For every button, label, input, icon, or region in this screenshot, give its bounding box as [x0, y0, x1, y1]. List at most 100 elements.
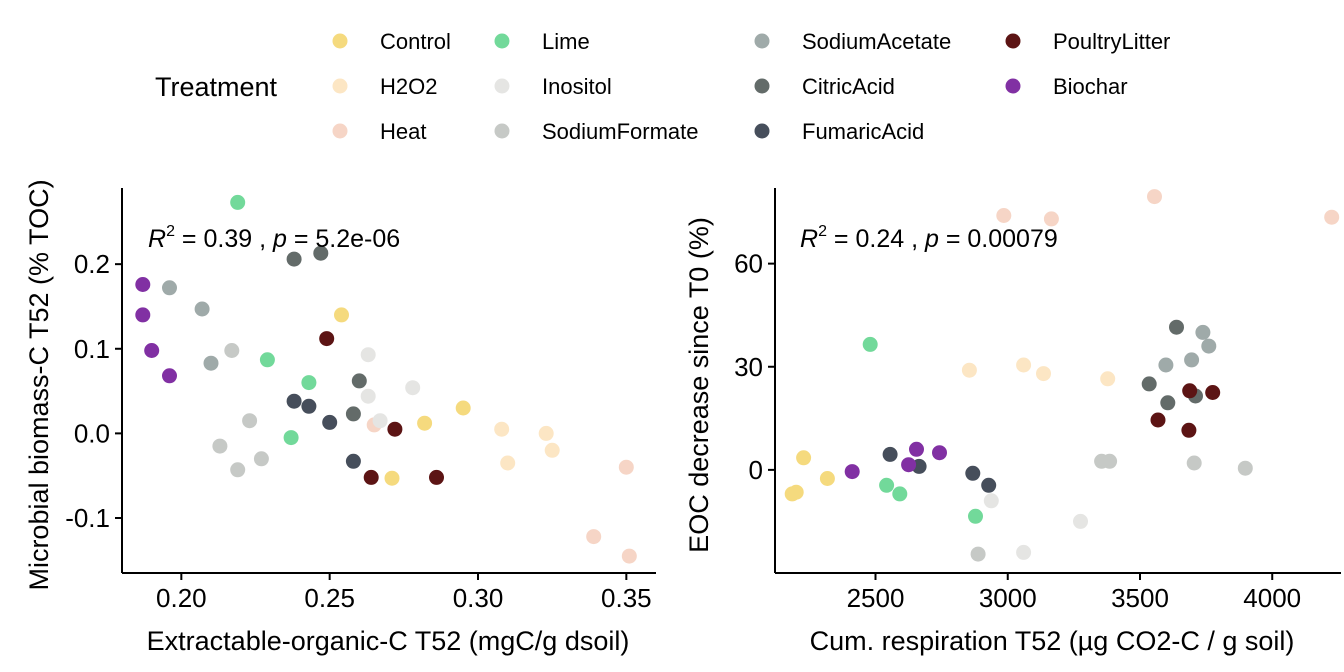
point-citricacid-1 — [1141, 376, 1157, 392]
point-inositol-4 — [405, 380, 421, 396]
r2-prefix: = — [827, 225, 856, 253]
legend-key-poultrylitter — [1005, 33, 1021, 49]
legend-item-inositol: Inositol — [494, 74, 612, 99]
legend-item-fumaricacid: FumaricAcid — [754, 119, 924, 144]
legend-entries: Control H2O2 Heat Lime Inositol SodiumFormate… — [332, 29, 1170, 144]
point-poultrylitter-2 — [363, 469, 379, 485]
point-lime-2 — [879, 477, 895, 493]
point-heat-4 — [621, 548, 637, 564]
separator: , — [904, 225, 925, 253]
point-control-4 — [819, 471, 835, 486]
point-citricacid-2 — [313, 245, 329, 261]
point-lime-1 — [862, 336, 878, 352]
x-tick-label: 0.25 — [304, 583, 355, 613]
x-tick-label: 2500 — [847, 583, 905, 613]
point-sodiumacetate-3 — [1195, 324, 1211, 340]
legend-item-poultrylitter: PoultryLitter — [1005, 29, 1170, 54]
legend: Treatment Control H2O2 Heat Lime Inositol Sod… — [155, 29, 1170, 144]
point-lime-4 — [968, 508, 983, 524]
point-poultrylitter-4 — [429, 469, 444, 485]
legend-label-fumaricacid: FumaricAcid — [802, 119, 924, 144]
point-inositol-3 — [372, 413, 388, 429]
point-lime-3 — [892, 486, 908, 502]
point-heat-3 — [618, 459, 634, 475]
data-points — [784, 189, 1340, 562]
point-control-4 — [384, 470, 400, 486]
point-heat-1 — [996, 208, 1012, 223]
point-fumaricacid-1 — [286, 393, 302, 409]
point-fumaricacid-1 — [882, 446, 898, 462]
point-sodiumformate-1 — [212, 438, 228, 454]
point-inositol-1 — [983, 493, 999, 509]
point-heat-2 — [586, 529, 602, 545]
y-tick-label: 30 — [734, 352, 763, 382]
point-heat-2 — [1043, 211, 1059, 227]
scatter-panel-left: 0.20 0.25 0.30 0.35 -0.1 0.0 0.1 0.2 R2 = 0.39 … — [24, 179, 656, 656]
point-biochar-2 — [135, 307, 151, 323]
point-sodiumacetate-3 — [203, 355, 219, 371]
legend-key-control — [332, 33, 348, 49]
point-sodiumacetate-1 — [1158, 357, 1174, 373]
point-sodiumacetate-4 — [1201, 338, 1217, 354]
legend-key-heat — [332, 123, 348, 139]
point-biochar-3 — [144, 343, 160, 358]
r2-value: 0.24 — [855, 225, 904, 253]
point-control-1 — [334, 307, 349, 323]
y-tick-label: 0.0 — [74, 418, 110, 448]
legend-item-sodiumformate: SodiumFormate — [494, 119, 699, 144]
legend-item-heat: Heat — [332, 119, 426, 144]
p-label: p — [272, 225, 287, 253]
legend-item-h2o2: H2O2 — [332, 74, 437, 99]
p-prefix: = — [287, 225, 316, 253]
legend-label-heat: Heat — [380, 119, 426, 144]
point-fumaricacid-4 — [345, 453, 361, 469]
legend-key-sodiumformate — [494, 123, 510, 139]
stat-annotation: R2 = 0.39 , p = 5.2e-06 — [148, 223, 400, 253]
y-tick-label: 0 — [749, 455, 763, 485]
point-sodiumformate-3 — [230, 462, 246, 478]
point-sodiumformate-4 — [242, 413, 258, 429]
point-fumaricacid-2 — [301, 398, 317, 414]
point-sodiumformate-4 — [1186, 455, 1202, 471]
y-tick-label: 60 — [734, 249, 763, 279]
x-tick-label: 0.35 — [601, 583, 652, 613]
y-axis-title: Microbial biomass-C T52 (% TOC) — [24, 179, 54, 590]
point-citricacid-3 — [1169, 319, 1184, 335]
legend-key-lime — [494, 33, 510, 49]
axes: 2500 3000 3500 4000 0 30 60 — [734, 188, 1341, 613]
point-sodiumformate-1 — [970, 546, 986, 562]
point-poultrylitter-3 — [1182, 383, 1198, 399]
point-control-2 — [788, 484, 804, 500]
point-biochar-4 — [162, 368, 177, 384]
legend-label-citricacid: CitricAcid — [802, 74, 895, 99]
point-control-3 — [455, 400, 471, 416]
point-lime-2 — [259, 352, 275, 368]
point-fumaricacid-2 — [965, 465, 981, 481]
point-inositol-3 — [1073, 513, 1088, 529]
r2-value: 0.39 — [203, 225, 252, 253]
point-heat-3 — [1147, 189, 1162, 205]
point-sodiumformate-5 — [1237, 460, 1253, 476]
r-superscript: 2 — [166, 223, 175, 240]
point-control-3 — [796, 450, 812, 466]
p-prefix: = — [939, 225, 968, 253]
legend-key-h2o2 — [332, 78, 348, 94]
point-poultrylitter-2 — [1181, 422, 1197, 438]
legend-key-biochar — [1005, 78, 1021, 94]
point-sodiumformate-2 — [224, 343, 240, 358]
point-h2o2-2 — [1016, 357, 1032, 373]
axes: 0.20 0.25 0.30 0.35 -0.1 0.0 0.1 0.2 — [65, 188, 656, 613]
r-label: R — [148, 225, 166, 253]
point-inositol-2 — [360, 388, 376, 404]
point-citricacid-2 — [1160, 395, 1176, 411]
legend-label-poultrylitter: PoultryLitter — [1053, 29, 1170, 54]
legend-label-control: Control — [380, 29, 451, 54]
legend-label-sodiumformate: SodiumFormate — [542, 119, 699, 144]
legend-item-biochar: Biochar — [1005, 74, 1128, 99]
r-superscript: 2 — [818, 223, 827, 240]
y-axis-title: EOC decrease since T0 (%) — [684, 217, 714, 553]
y-tick-label: -0.1 — [65, 503, 110, 533]
x-tick-label: 4000 — [1243, 583, 1301, 613]
point-control-2 — [417, 415, 433, 431]
separator: , — [252, 225, 273, 253]
